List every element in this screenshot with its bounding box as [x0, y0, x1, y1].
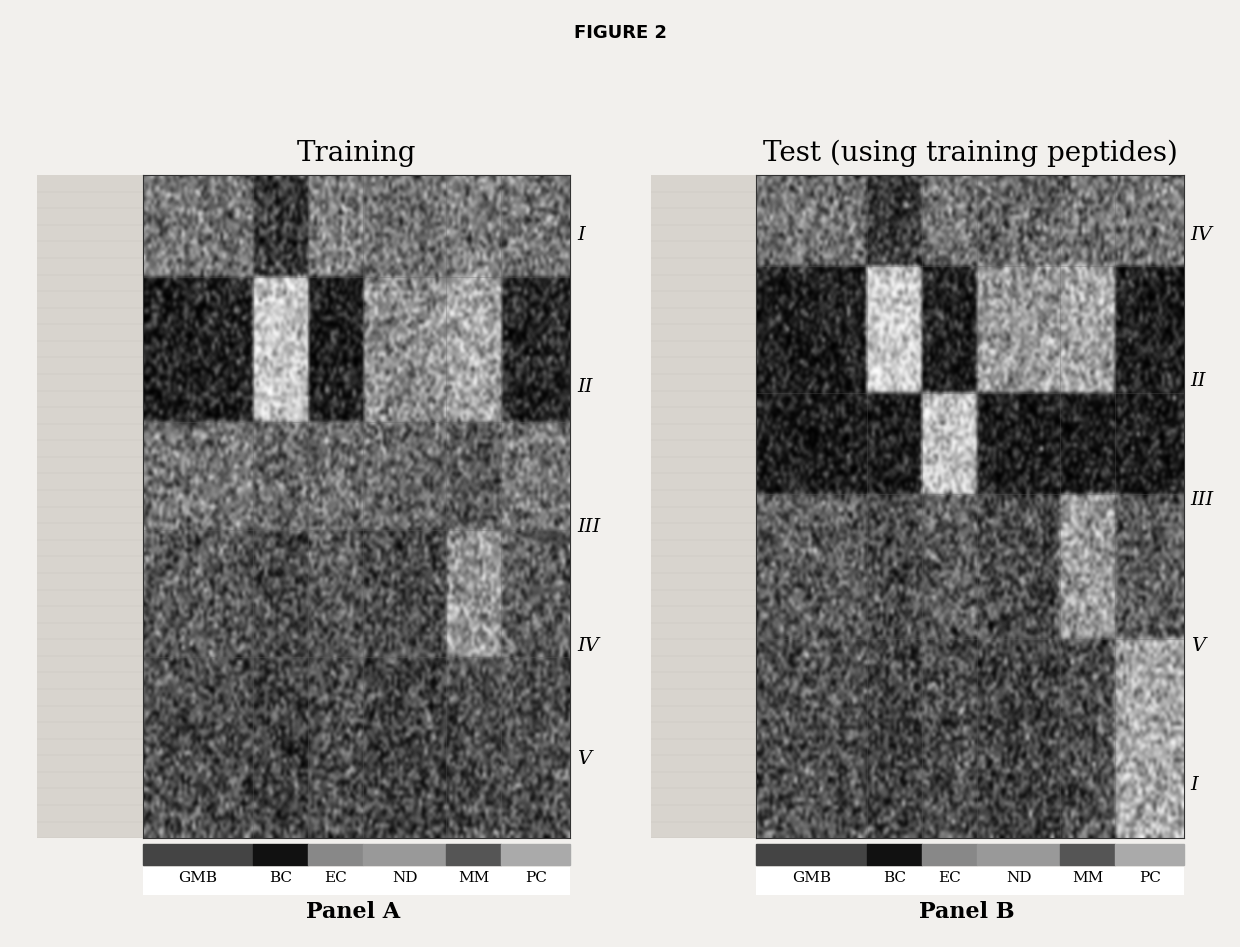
- Text: ND: ND: [1006, 871, 1032, 884]
- Text: FIGURE 2: FIGURE 2: [573, 24, 667, 42]
- Text: IV: IV: [1190, 225, 1213, 244]
- Text: PC: PC: [1138, 871, 1161, 884]
- Text: MM: MM: [1071, 871, 1104, 884]
- Text: GMB: GMB: [792, 871, 831, 884]
- Text: Panel B: Panel B: [919, 902, 1016, 923]
- Bar: [1060, 844, 1115, 865]
- Bar: [363, 844, 446, 865]
- Bar: [253, 844, 309, 865]
- Text: BC: BC: [883, 871, 906, 884]
- Bar: [143, 844, 253, 865]
- Text: IV: IV: [577, 636, 599, 655]
- Text: V: V: [1190, 636, 1205, 655]
- Text: V: V: [577, 749, 591, 768]
- Bar: [309, 844, 363, 865]
- Text: III: III: [577, 517, 600, 536]
- Text: III: III: [1190, 491, 1214, 509]
- Text: MM: MM: [458, 871, 490, 884]
- Title: Test (using training peptides): Test (using training peptides): [763, 140, 1178, 168]
- Bar: [756, 844, 867, 865]
- Text: Panel A: Panel A: [306, 902, 401, 923]
- Text: EC: EC: [939, 871, 961, 884]
- Text: II: II: [1190, 371, 1207, 390]
- Text: I: I: [1190, 776, 1198, 795]
- Text: I: I: [577, 225, 584, 244]
- Bar: [501, 844, 570, 865]
- Text: II: II: [577, 378, 593, 397]
- Text: ND: ND: [392, 871, 418, 884]
- Bar: [446, 844, 501, 865]
- Bar: [1115, 844, 1184, 865]
- Bar: [977, 844, 1060, 865]
- Text: EC: EC: [325, 871, 347, 884]
- Text: BC: BC: [269, 871, 293, 884]
- Text: GMB: GMB: [179, 871, 217, 884]
- Bar: [923, 844, 977, 865]
- Text: PC: PC: [525, 871, 547, 884]
- Bar: [867, 844, 923, 865]
- Title: Training: Training: [296, 140, 417, 168]
